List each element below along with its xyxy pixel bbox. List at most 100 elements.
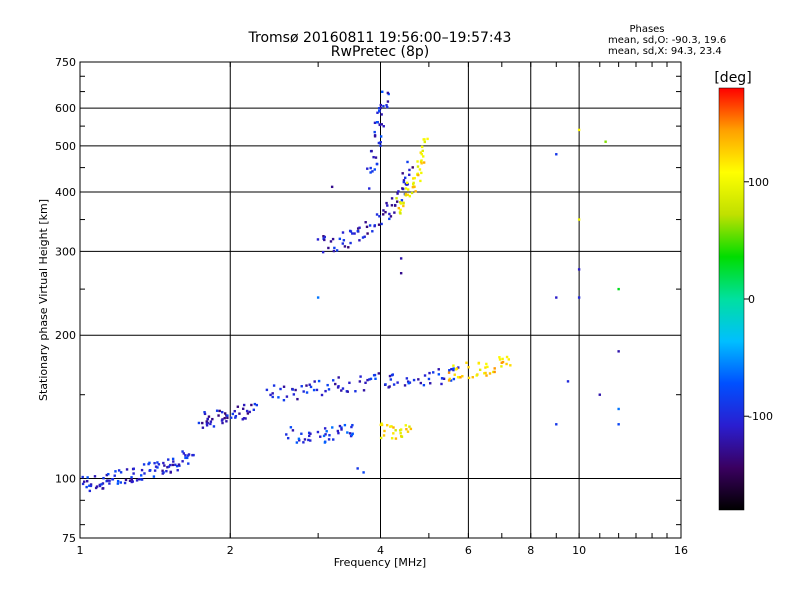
data-point	[291, 388, 294, 391]
colorbar-label: [deg]	[714, 70, 751, 86]
data-point	[500, 365, 503, 368]
data-point	[324, 389, 327, 393]
data-point	[420, 171, 423, 175]
data-point	[405, 427, 408, 431]
data-point	[388, 217, 391, 221]
data-point	[309, 385, 313, 389]
data-point	[323, 441, 327, 444]
data-point	[101, 487, 104, 490]
data-point	[363, 235, 366, 238]
data-point	[135, 479, 139, 482]
data-point	[205, 420, 208, 423]
data-point	[86, 476, 89, 479]
data-point	[349, 241, 352, 245]
data-point	[153, 461, 156, 465]
data-point	[140, 468, 144, 472]
data-point	[372, 374, 376, 377]
data-point	[478, 368, 482, 372]
data-point	[223, 412, 227, 415]
data-point	[361, 236, 365, 239]
data-point	[577, 218, 581, 221]
data-point	[332, 379, 335, 382]
x-tick-label: 4	[377, 544, 384, 557]
data-point	[131, 480, 134, 483]
data-point	[414, 190, 417, 193]
data-point	[116, 482, 120, 485]
data-point	[331, 237, 335, 241]
data-point	[379, 144, 382, 147]
data-point	[353, 232, 356, 235]
y-tick-label: 100	[55, 473, 76, 486]
data-point	[81, 475, 84, 479]
data-point	[448, 369, 451, 372]
data-point	[452, 368, 455, 372]
data-point	[333, 246, 336, 250]
data-point	[212, 425, 216, 428]
data-point	[411, 183, 415, 186]
data-point	[302, 441, 305, 444]
data-point	[389, 425, 392, 428]
data-point	[300, 385, 303, 388]
data-point	[370, 149, 373, 153]
data-point	[241, 418, 244, 421]
data-point	[382, 434, 386, 437]
data-point	[143, 472, 146, 475]
data-point	[351, 432, 354, 435]
data-point	[419, 151, 422, 154]
data-point	[341, 231, 345, 234]
data-point	[221, 421, 224, 425]
data-point	[471, 376, 474, 379]
data-point	[162, 461, 165, 465]
data-point	[81, 482, 85, 486]
data-point	[354, 390, 357, 393]
data-point	[409, 427, 413, 431]
data-point	[205, 424, 209, 427]
y-tick-label: 600	[55, 102, 76, 115]
data-point	[171, 463, 175, 467]
data-point	[394, 204, 397, 207]
data-point	[373, 121, 377, 125]
data-point	[340, 389, 343, 392]
data-point	[604, 140, 607, 143]
data-point	[422, 383, 426, 387]
data-point	[323, 235, 326, 239]
data-point	[140, 478, 144, 481]
data-point	[161, 469, 164, 472]
data-point	[396, 192, 399, 195]
data-point	[233, 409, 236, 413]
data-point	[498, 356, 501, 359]
data-point	[238, 412, 241, 415]
data-point	[165, 469, 168, 473]
data-point	[298, 439, 301, 442]
y-axis-ticks: 75 100 200 300 400 500 600 750	[55, 56, 681, 545]
data-point	[343, 245, 347, 248]
data-point	[341, 242, 345, 245]
data-point	[418, 168, 422, 171]
data-point	[416, 160, 419, 163]
data-point	[378, 109, 381, 113]
data-point	[382, 213, 385, 216]
data-point	[509, 364, 512, 367]
data-point	[162, 471, 165, 474]
data-point	[172, 460, 175, 463]
data-point	[459, 376, 462, 379]
data-point	[465, 361, 468, 364]
data-point	[380, 123, 383, 126]
data-point	[368, 187, 371, 190]
data-point	[483, 372, 486, 375]
data-point	[327, 438, 331, 441]
data-point	[117, 469, 121, 472]
data-point	[89, 484, 93, 488]
data-point	[350, 425, 353, 429]
data-point	[132, 467, 135, 470]
data-point	[182, 452, 186, 455]
data-point	[412, 177, 415, 180]
data-point	[252, 408, 256, 412]
data-point	[397, 190, 400, 193]
data-point	[347, 246, 350, 249]
data-point	[421, 149, 424, 153]
data-point	[366, 232, 369, 235]
data-point	[566, 380, 570, 383]
data-point	[598, 393, 601, 396]
data-point	[420, 145, 424, 149]
